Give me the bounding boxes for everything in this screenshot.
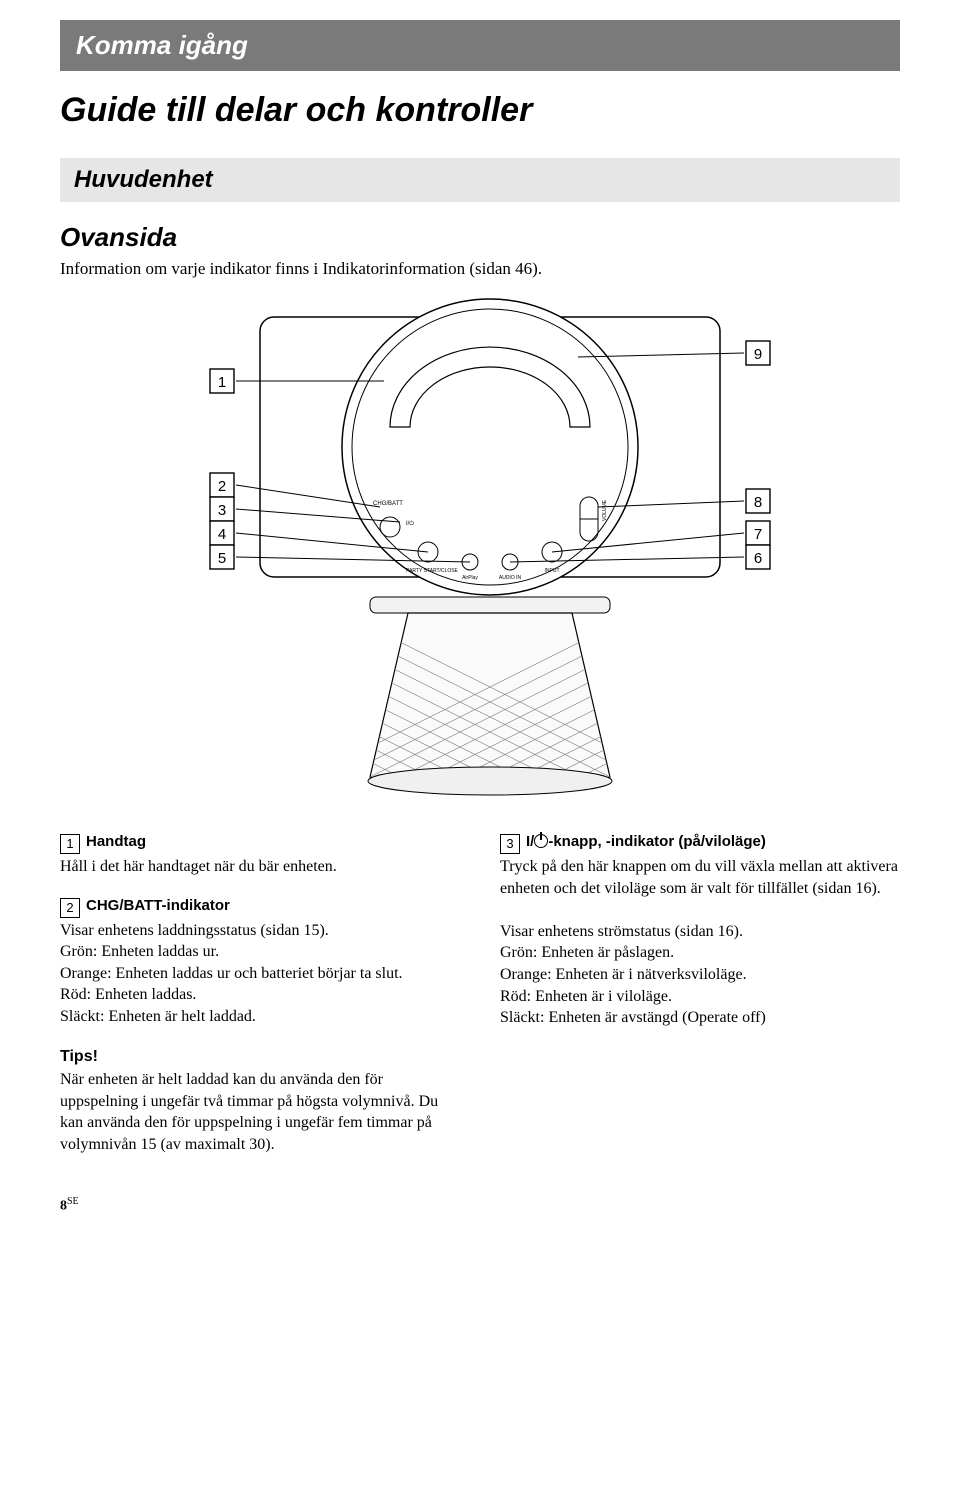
item-2-title: CHG/BATT-indikator xyxy=(86,897,230,914)
subsection-bar: Huvudenhet xyxy=(60,158,900,202)
svg-text:6: 6 xyxy=(754,550,762,567)
svg-text:I/⏻: I/⏻ xyxy=(406,520,414,527)
page-title: Guide till delar och kontroller xyxy=(60,91,900,130)
item-2-body: Visar enhetens laddningsstatus (sidan 15… xyxy=(60,920,460,1028)
diagram-label-party: PARTY START/CLOSE xyxy=(406,568,458,574)
page-number: 8SE xyxy=(60,1196,900,1215)
intro-text: Information om varje indikator finns i I… xyxy=(60,259,900,279)
svg-text:7: 7 xyxy=(754,526,762,543)
diagram-label-volume: VOLUME xyxy=(602,499,608,521)
svg-text:8: 8 xyxy=(754,494,762,511)
svg-text:4: 4 xyxy=(218,526,226,543)
item-3: 3 I/ -knapp, -indikator (på/viloläge) Tryc… xyxy=(500,832,900,1029)
item-2: 2 CHG/BATT-indikator Visar enhetens laddn… xyxy=(60,896,460,1028)
item-3-body: Tryck på den här knappen om du vill växl… xyxy=(500,856,900,1029)
item-1-body: Håll i det här handtaget när du bär enhe… xyxy=(60,856,460,878)
tips-heading: Tips! xyxy=(60,1046,460,1068)
right-column: 3 I/ -knapp, -indikator (på/viloläge) Tryc… xyxy=(500,832,900,1156)
svg-text:2: 2 xyxy=(218,478,226,495)
item-3-title-prefix: I/ xyxy=(526,833,534,850)
section-header: Komma igång xyxy=(60,20,900,71)
diagram-label-input: INPUT xyxy=(545,568,560,574)
callout-num-3: 3 xyxy=(500,834,520,854)
callout-num-2: 2 xyxy=(60,898,80,918)
svg-text:5: 5 xyxy=(218,550,226,567)
item-3-title-suffix: -knapp, -indikator (på/viloläge) xyxy=(548,833,766,850)
diagram-label-chgbatt: CHG/BATT xyxy=(373,501,403,507)
callout-num-1: 1 xyxy=(60,834,80,854)
power-icon xyxy=(534,834,548,848)
diagram-label-airplay: AirPlay xyxy=(462,575,478,581)
left-column: 1 Handtag Håll i det här handtaget när du… xyxy=(60,832,460,1156)
subheading-ovansida: Ovansida xyxy=(60,222,900,253)
device-diagram: CHG/BATT I/⏻ PARTY START/CLOSE AirPlay A… xyxy=(60,297,900,802)
svg-text:1: 1 xyxy=(218,374,226,391)
svg-text:9: 9 xyxy=(754,346,762,363)
svg-text:3: 3 xyxy=(218,502,226,519)
tips-body: När enheten är helt laddad kan du använd… xyxy=(60,1069,460,1155)
item-1: 1 Handtag Håll i det här handtaget när du… xyxy=(60,832,460,878)
item-1-title: Handtag xyxy=(86,833,146,850)
diagram-label-audioin: AUDIO IN xyxy=(499,575,522,581)
device-diagram-svg: CHG/BATT I/⏻ PARTY START/CLOSE AirPlay A… xyxy=(170,297,790,797)
